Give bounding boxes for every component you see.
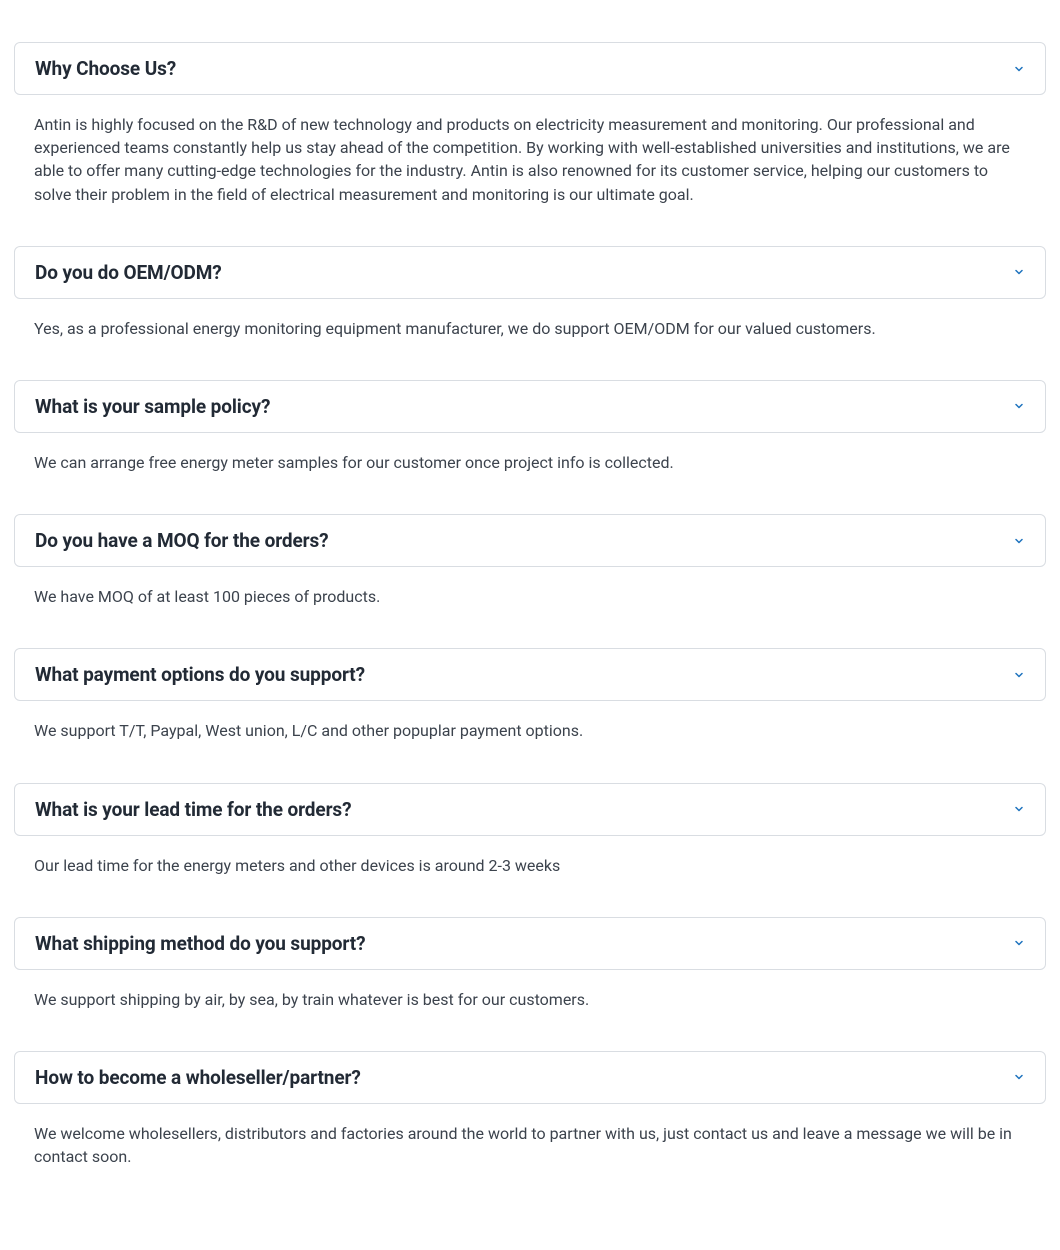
faq-item: Do you do OEM/ODM? Yes, as a professional… (14, 246, 1046, 362)
faq-answer: Antin is highly focused on the R&D of ne… (14, 95, 1046, 228)
chevron-down-icon (1013, 1071, 1025, 1083)
faq-question: What payment options do you support? (35, 663, 365, 686)
chevron-down-icon (1013, 937, 1025, 949)
chevron-down-icon (1013, 63, 1025, 75)
faq-question: What shipping method do you support? (35, 932, 365, 955)
faq-header[interactable]: What is your sample policy? (14, 380, 1046, 433)
faq-item: How to become a wholeseller/partner? We w… (14, 1051, 1046, 1190)
faq-header[interactable]: Do you do OEM/ODM? (14, 246, 1046, 299)
chevron-down-icon (1013, 400, 1025, 412)
faq-question: How to become a wholeseller/partner? (35, 1066, 361, 1089)
faq-answer: Our lead time for the energy meters and … (14, 836, 1046, 899)
faq-header[interactable]: Why Choose Us? (14, 42, 1046, 95)
faq-question: Do you have a MOQ for the orders? (35, 529, 329, 552)
faq-item: What is your sample policy? We can arrang… (14, 380, 1046, 496)
chevron-down-icon (1013, 669, 1025, 681)
faq-header[interactable]: How to become a wholeseller/partner? (14, 1051, 1046, 1104)
faq-item: Do you have a MOQ for the orders? We have… (14, 514, 1046, 630)
faq-answer: We can arrange free energy meter samples… (14, 433, 1046, 496)
faq-question: Do you do OEM/ODM? (35, 261, 222, 284)
faq-question: Why Choose Us? (35, 57, 176, 80)
faq-answer: Yes, as a professional energy monitoring… (14, 299, 1046, 362)
faq-answer: We welcome wholesellers, distributors an… (14, 1104, 1046, 1190)
faq-list: Why Choose Us? Antin is highly focused on… (14, 42, 1046, 1190)
faq-header[interactable]: Do you have a MOQ for the orders? (14, 514, 1046, 567)
faq-question: What is your lead time for the orders? (35, 798, 351, 821)
faq-answer: We support T/T, Paypal, West union, L/C … (14, 701, 1046, 764)
faq-header[interactable]: What is your lead time for the orders? (14, 783, 1046, 836)
chevron-down-icon (1013, 803, 1025, 815)
chevron-down-icon (1013, 535, 1025, 547)
faq-answer: We support shipping by air, by sea, by t… (14, 970, 1046, 1033)
faq-item: What shipping method do you support? We s… (14, 917, 1046, 1033)
faq-header[interactable]: What shipping method do you support? (14, 917, 1046, 970)
chevron-down-icon (1013, 266, 1025, 278)
faq-answer: We have MOQ of at least 100 pieces of pr… (14, 567, 1046, 630)
faq-item: What payment options do you support? We s… (14, 648, 1046, 764)
faq-item: What is your lead time for the orders? Ou… (14, 783, 1046, 899)
faq-question: What is your sample policy? (35, 395, 270, 418)
faq-header[interactable]: What payment options do you support? (14, 648, 1046, 701)
faq-item: Why Choose Us? Antin is highly focused on… (14, 42, 1046, 228)
